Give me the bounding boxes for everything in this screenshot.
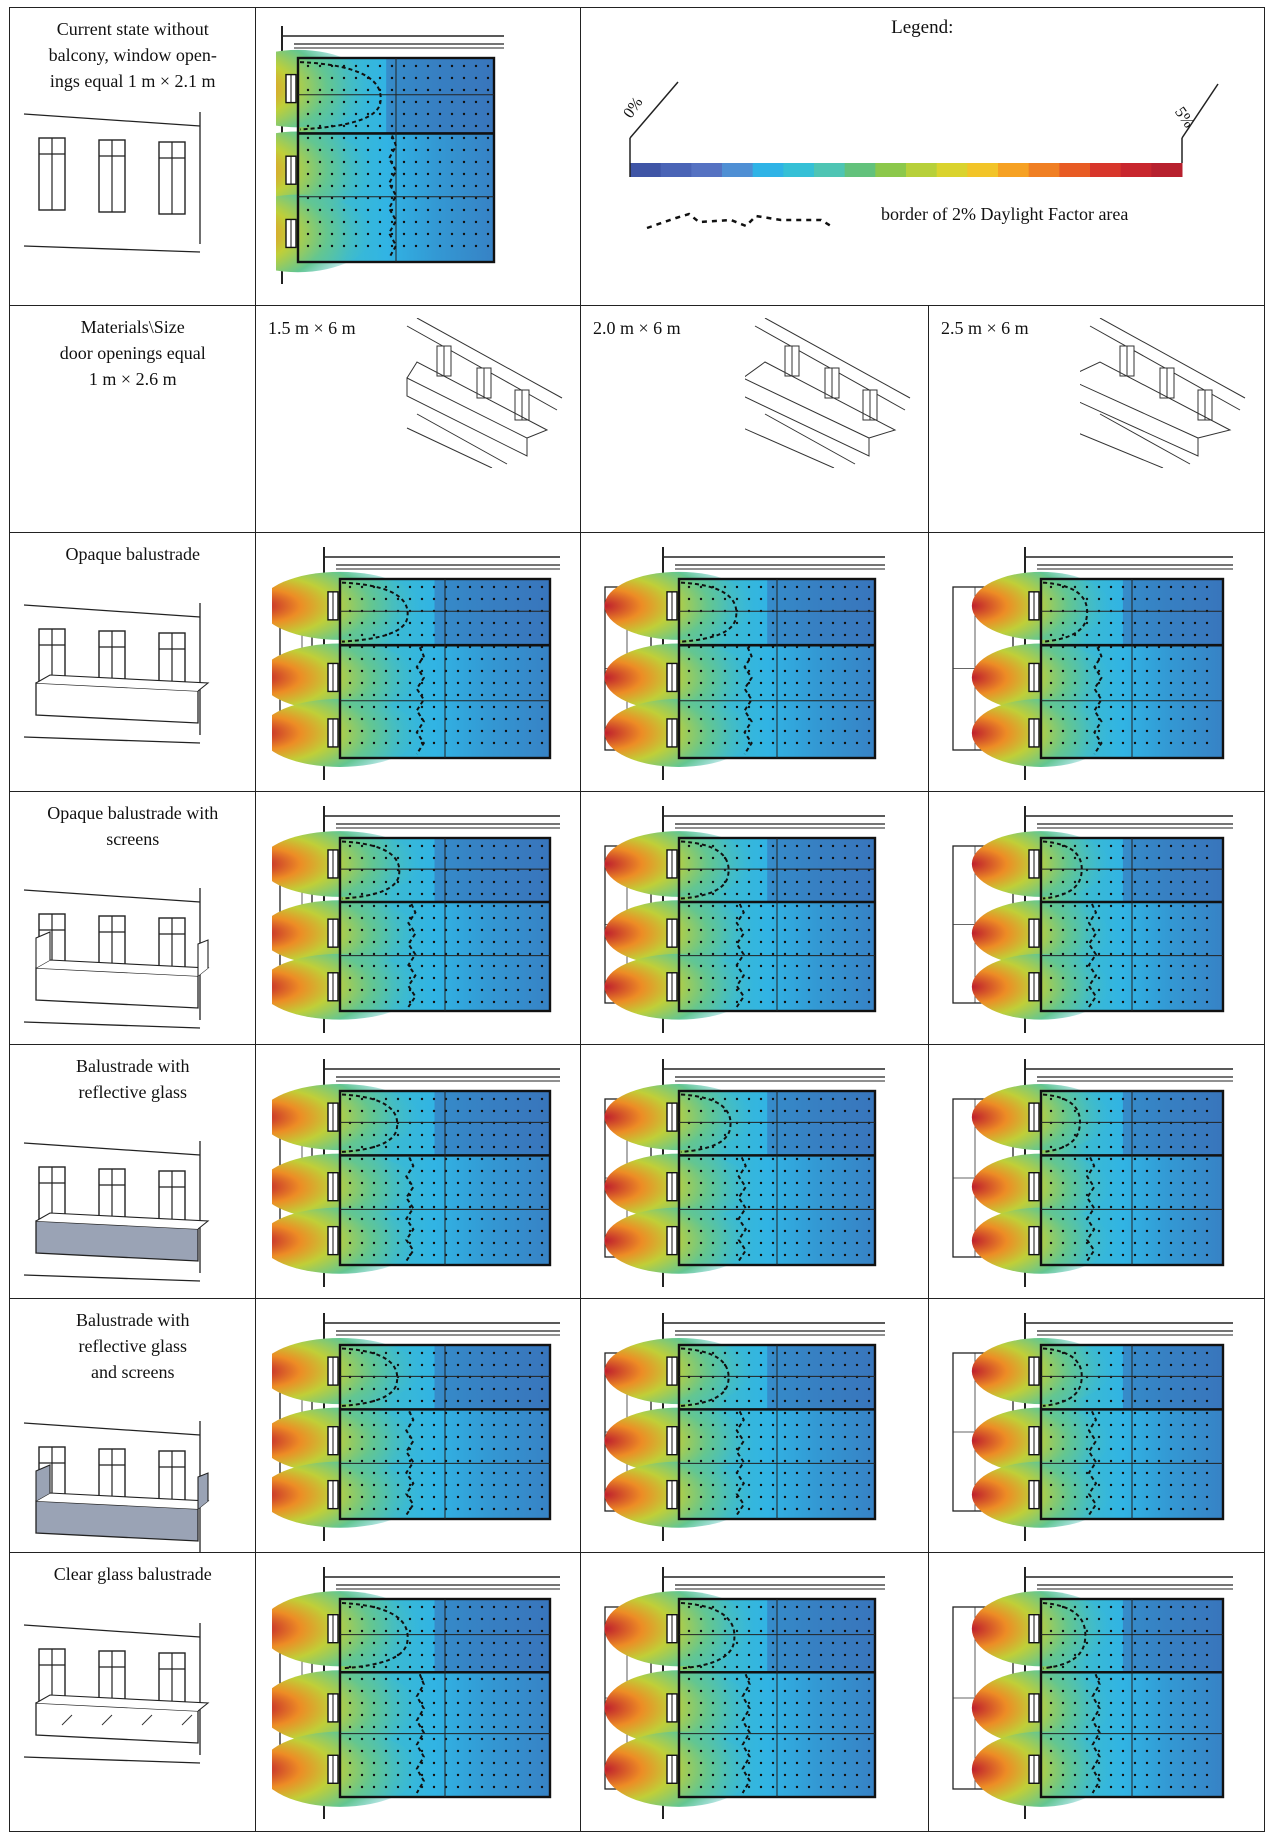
current-state-plan-cell [255,7,582,307]
size-header-cell: 2.5 m × 6 m [928,305,1265,534]
daylight-plan-cell [928,791,1265,1046]
daylight-plan-cell [255,532,582,793]
facade-sketch [23,1623,210,1764]
current-state-label-cell: Current state without balcony, window op… [9,7,257,307]
row-label-cell-opaque: Opaque balustrade [9,532,257,793]
legend-swatch [1059,163,1091,177]
legend-2pct-border-sample [646,212,832,230]
daylight-plan-cell [580,1298,930,1554]
facade-sketch [23,112,201,253]
row-label-cell-reflective: Balustrade with reflective glass [9,1044,257,1300]
facade-sketch [23,603,210,744]
daylight-plan [272,1567,560,1819]
legend-swatch [752,163,784,177]
row-label-clear: Clear glass balustrade [53,1564,212,1584]
daylight-plan-cell [580,1044,930,1300]
size-label: 1.5 m × 6 m [268,318,356,338]
legend-swatch [1120,163,1152,177]
daylight-plan [604,806,885,1033]
daylight-plan [952,806,1233,1033]
balcony-axonometric-sketch [406,318,562,468]
legend-color-scale [629,81,1219,230]
daylight-plan-cell [255,1552,582,1832]
legend-swatch [691,163,723,177]
row-label-opaque: Opaque balustrade [65,544,200,564]
size-header-cell: 2.0 m × 6 m [580,305,930,534]
daylight-plan [272,1313,560,1541]
size-label: 2.0 m × 6 m [593,318,681,338]
facade-sketch [23,1421,210,1553]
daylight-plan-cell [928,532,1265,793]
row-label-cell-opaque-screens: Opaque balustrade with screens [9,791,257,1046]
results-table: Current state without balcony, window op… [9,7,1265,1832]
row-label-cell-clear: Clear glass balustrade [9,1552,257,1832]
legend-cell: Legend: 0% 5% border of 2% Daylight Factor … [580,7,1265,307]
facade-sketch [23,1141,210,1282]
daylight-plan [604,1313,885,1541]
daylight-plan-cell [255,1298,582,1554]
materials-size-label-cell: Materials\Size door openings equal 1 m ×… [9,305,257,534]
legend-swatch [875,163,907,177]
daylight-plan [952,547,1233,780]
legend-swatch [1151,163,1183,177]
row-label-opaque-screens: Opaque balustrade with screens [47,803,219,849]
legend-swatch [814,163,846,177]
legend-swatch [783,163,815,177]
daylight-plan [952,1567,1233,1819]
row-label-cell-reflective-screens: Balustrade with reflective glass and scr… [9,1298,257,1554]
legend-swatch [998,163,1030,177]
legend-swatch [630,163,662,177]
legend-swatch [967,163,999,177]
balcony-axonometric-sketch [744,318,910,468]
size-label: 2.5 m × 6 m [941,318,1029,338]
daylight-plan [604,1059,885,1287]
daylight-plan [952,1313,1233,1541]
current-state-label: Current state without balcony, window op… [48,19,217,91]
materials-size-label: Materials\Size door openings equal 1 m ×… [59,317,206,389]
daylight-plan-cell [255,791,582,1046]
balcony-axonometric-sketch [1079,318,1245,468]
daylight-plan-cell [928,1044,1265,1300]
facade-sketch [23,888,210,1029]
daylight-plan [604,547,885,780]
legend-border-text: border of 2% Daylight Factor area [881,204,1129,224]
row-label-reflective-screens: Balustrade with reflective glass and scr… [76,1310,190,1382]
legend-swatch [722,163,754,177]
legend-swatch [1090,163,1122,177]
legend-swatch [660,163,692,177]
daylight-plan [272,547,560,780]
daylight-plan [276,26,504,284]
daylight-plan [272,1059,560,1287]
daylight-plan-cell [580,791,930,1046]
size-header-cell: 1.5 m × 6 m [255,305,582,534]
legend-swatch [906,163,938,177]
daylight-plan [952,1059,1233,1287]
legend-swatch [844,163,876,177]
legend-swatch [936,163,968,177]
daylight-plan [272,806,560,1033]
daylight-plan-cell [580,532,930,793]
daylight-plan-cell [928,1552,1265,1832]
legend-swatch [1028,163,1060,177]
daylight-plan-cell [928,1298,1265,1554]
daylight-plan-cell [580,1552,930,1832]
row-label-reflective: Balustrade with reflective glass [76,1056,190,1102]
legend-title: Legend: [891,17,954,38]
daylight-plan-cell [255,1044,582,1300]
daylight-plan [604,1567,885,1819]
